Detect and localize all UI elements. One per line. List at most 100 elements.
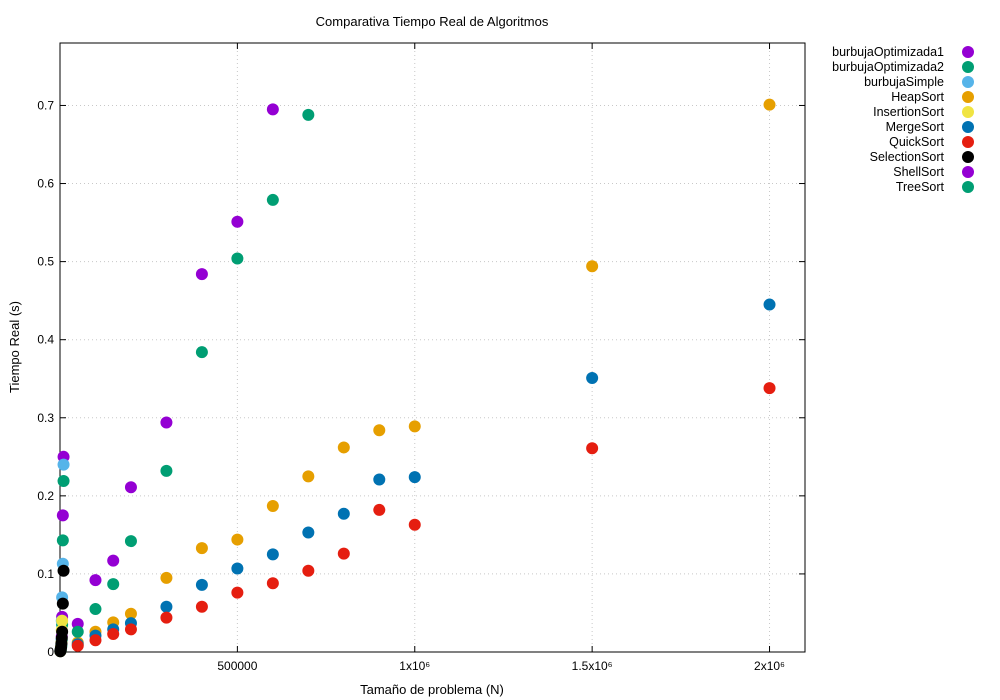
data-point	[57, 475, 70, 488]
legend-marker	[962, 136, 974, 148]
x-tick-label: 1x10⁶	[399, 659, 430, 673]
data-point	[763, 382, 776, 395]
data-point	[231, 215, 244, 228]
legend-marker	[962, 181, 974, 193]
legend-label: burbujaSimple	[864, 75, 944, 89]
data-point	[56, 534, 69, 547]
data-point	[302, 470, 315, 483]
plot-area-frame	[59, 42, 806, 653]
data-point	[124, 481, 137, 494]
x-tick-label: 2x10⁶	[754, 659, 785, 673]
legend-label: burbujaOptimizada1	[832, 45, 944, 59]
data-point	[71, 639, 84, 652]
data-point	[160, 600, 173, 613]
legend-marker	[962, 166, 974, 178]
data-point	[302, 564, 315, 577]
data-point	[56, 597, 69, 610]
legend-marker	[962, 76, 974, 88]
data-point	[56, 509, 69, 522]
y-tick-label: 0.7	[37, 98, 54, 112]
legend-label: QuickSort	[889, 135, 944, 149]
legend-marker	[962, 151, 974, 163]
y-axis-title: Tiempo Real (s)	[7, 301, 22, 393]
legend-marker	[962, 121, 974, 133]
y-tick-label: 0.3	[37, 411, 54, 425]
data-point	[231, 252, 244, 265]
chart-title: Comparativa Tiempo Real de Algoritmos	[316, 14, 549, 29]
data-point	[266, 548, 279, 561]
data-point	[337, 547, 350, 560]
data-point	[71, 625, 84, 638]
data-point	[160, 464, 173, 477]
y-tick-label: 0.5	[37, 255, 54, 269]
data-point	[266, 103, 279, 116]
axis-ticks: 500000 1x10⁶ 1.5x10⁶ 2x10⁶ 0 0.1 0.2 0.3 0.4 0.5 0…	[37, 43, 805, 673]
data-point	[89, 574, 102, 587]
legend-marker	[962, 106, 974, 118]
legend-label: HeapSort	[891, 90, 944, 104]
x-tick-label: 1.5x10⁶	[572, 659, 613, 673]
x-tick-label: 500000	[217, 659, 257, 673]
data-point	[107, 578, 120, 591]
data-point	[57, 458, 70, 471]
data-point	[266, 577, 279, 590]
data-point	[195, 600, 208, 613]
legend-label: SelectionSort	[870, 150, 945, 164]
legend-label: ShellSort	[893, 165, 944, 179]
data-point	[160, 416, 173, 429]
data-point	[337, 507, 350, 520]
data-point	[160, 571, 173, 584]
data-point	[195, 578, 208, 591]
data-point	[57, 564, 70, 577]
data-point	[266, 499, 279, 512]
data-point	[195, 268, 208, 281]
y-tick-label: 0.2	[37, 489, 54, 503]
y-tick-label: 0.1	[37, 567, 54, 581]
data-point	[195, 346, 208, 359]
legend: burbujaOptimizada1burbujaOptimizada2burb…	[832, 45, 974, 194]
data-point	[408, 471, 421, 484]
data-points	[54, 98, 776, 658]
data-point	[302, 526, 315, 539]
x-axis-title: Tamaño de problema (N)	[360, 682, 504, 697]
data-point	[408, 420, 421, 433]
data-point	[231, 533, 244, 546]
data-point	[373, 473, 386, 486]
data-point	[56, 614, 69, 627]
data-point	[408, 518, 421, 531]
data-point	[763, 98, 776, 111]
y-tick-label: 0.4	[37, 333, 54, 347]
data-point	[302, 108, 315, 121]
legend-label: MergeSort	[886, 120, 945, 134]
legend-label: TreeSort	[896, 180, 945, 194]
y-tick-label: 0.6	[37, 177, 54, 191]
y-tick-label: 0	[47, 645, 54, 659]
data-point	[89, 634, 102, 647]
data-point	[373, 424, 386, 437]
data-point	[195, 542, 208, 555]
legend-marker	[962, 46, 974, 58]
data-point	[124, 535, 137, 548]
data-point	[56, 625, 69, 638]
data-point	[160, 611, 173, 624]
data-point	[231, 562, 244, 575]
data-point	[586, 442, 599, 455]
legend-marker	[962, 91, 974, 103]
legend-label: burbujaOptimizada2	[832, 60, 944, 74]
legend-marker	[962, 61, 974, 73]
legend-label: InsertionSort	[873, 105, 944, 119]
data-point	[89, 603, 102, 616]
data-point	[337, 441, 350, 454]
data-point	[124, 607, 137, 620]
data-point	[124, 623, 137, 636]
data-point	[763, 298, 776, 311]
data-point	[586, 371, 599, 384]
data-point	[231, 586, 244, 599]
data-point	[266, 193, 279, 206]
data-point	[107, 628, 120, 641]
grid-lines	[60, 43, 805, 652]
data-point	[107, 554, 120, 567]
data-point	[373, 503, 386, 516]
data-point	[586, 260, 599, 273]
